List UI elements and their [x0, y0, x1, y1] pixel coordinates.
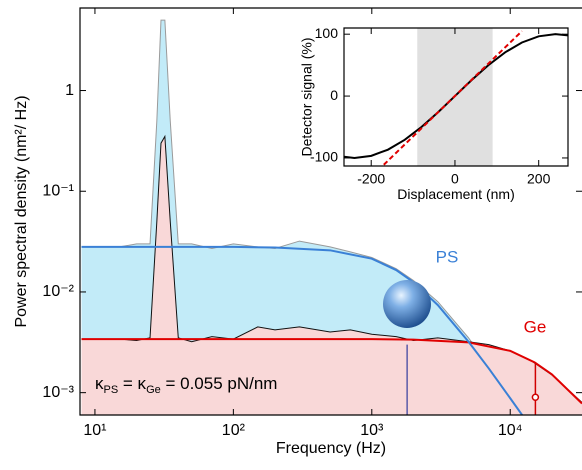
y-tick-label: 10⁻¹ [42, 182, 74, 199]
kappa-part: Ge [146, 384, 161, 396]
kappa-label: κPS = κGe = 0.055 pN/nm [95, 374, 277, 395]
axis-frame [343, 27, 569, 167]
y-tick-label: 0 [330, 87, 338, 103]
kappa-part: = κ [118, 374, 146, 393]
x-tick-label: 10⁴ [498, 422, 523, 439]
annotation: Ge [524, 317, 547, 336]
kappa-part: = 0.055 pN/nm [161, 374, 278, 393]
kappa-part: κ [95, 374, 104, 393]
data-area [81, 136, 582, 415]
axis-frame [79, 7, 582, 416]
annotation: PS [436, 247, 459, 266]
x-tick-label: 200 [527, 171, 551, 187]
x-tick-label: 10³ [360, 422, 384, 439]
sphere-icon [383, 280, 431, 328]
y-tick-label: 100 [315, 25, 339, 41]
x-tick-label: 0 [451, 171, 459, 187]
x-axis-label: Frequency (Hz) [276, 440, 386, 457]
y-tick-label: 10⁻³ [42, 384, 74, 401]
x-axis-label: Displacement (nm) [397, 186, 514, 202]
fit-line [383, 30, 523, 166]
data-line [81, 134, 582, 403]
x-tick-label: 10¹ [83, 422, 106, 439]
y-axis-label: Power spectral density (nm²/ Hz) [13, 95, 30, 327]
y-axis-label: Detector signal (%) [299, 37, 315, 156]
x-tick-label: 10² [222, 422, 246, 439]
kappa-part: PS [104, 384, 119, 396]
y-tick-label: -100 [310, 149, 338, 165]
marker-dot [531, 393, 540, 402]
x-tick-label: -200 [357, 171, 385, 187]
y-tick-label: 1 [65, 82, 74, 99]
y-tick-label: 10⁻² [42, 283, 74, 300]
plot-area [344, 28, 568, 166]
